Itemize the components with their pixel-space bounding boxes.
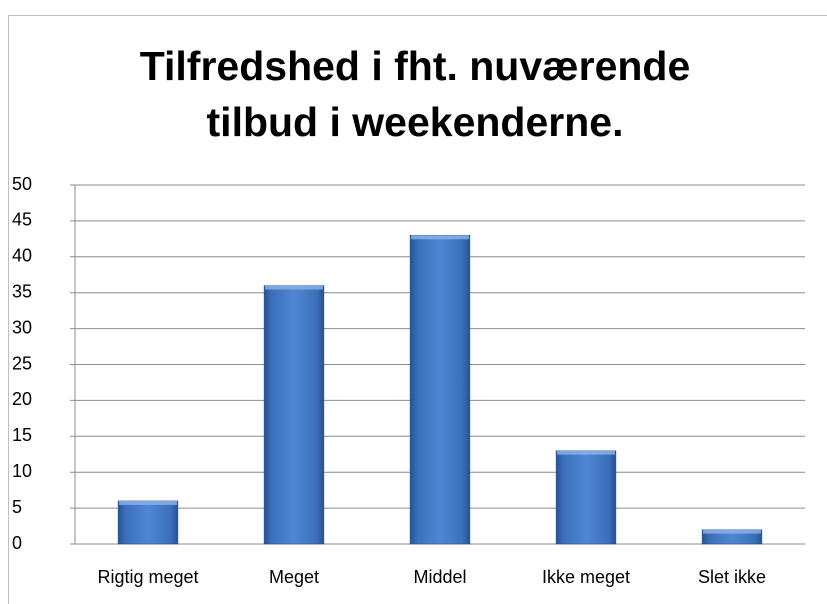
bar [117,500,179,545]
bar-cap [265,285,323,290]
x-tick-label: Middel [413,567,466,587]
y-tick-label: 40 [12,246,32,266]
bar [555,450,617,545]
y-tick-label: 30 [12,317,32,337]
x-tick-label: Meget [269,567,319,587]
bar [409,235,471,545]
x-tick-label: Ikke meget [542,567,630,587]
y-tick-label: 20 [12,389,32,409]
y-tick-label: 50 [12,174,32,194]
bar-cap [411,235,469,240]
y-tick-label: 0 [12,533,22,553]
bar-cap [557,450,615,455]
y-tick-label: 45 [12,210,32,230]
y-tick-label: 25 [12,353,32,373]
y-tick-label: 10 [12,461,32,481]
bar-cap [119,500,177,505]
chart-frame [8,15,827,604]
y-tick-label: 35 [12,281,32,301]
bar [263,285,325,545]
chart-title: Tilfredshed i fht. nuværende tilbud i we… [139,43,691,145]
y-tick-label: 5 [12,497,22,517]
bar-cap [703,529,761,534]
x-tick-label: Slet ikke [698,567,766,587]
x-tick-label: Rigtig meget [97,567,198,587]
y-tick-label: 15 [12,425,32,445]
